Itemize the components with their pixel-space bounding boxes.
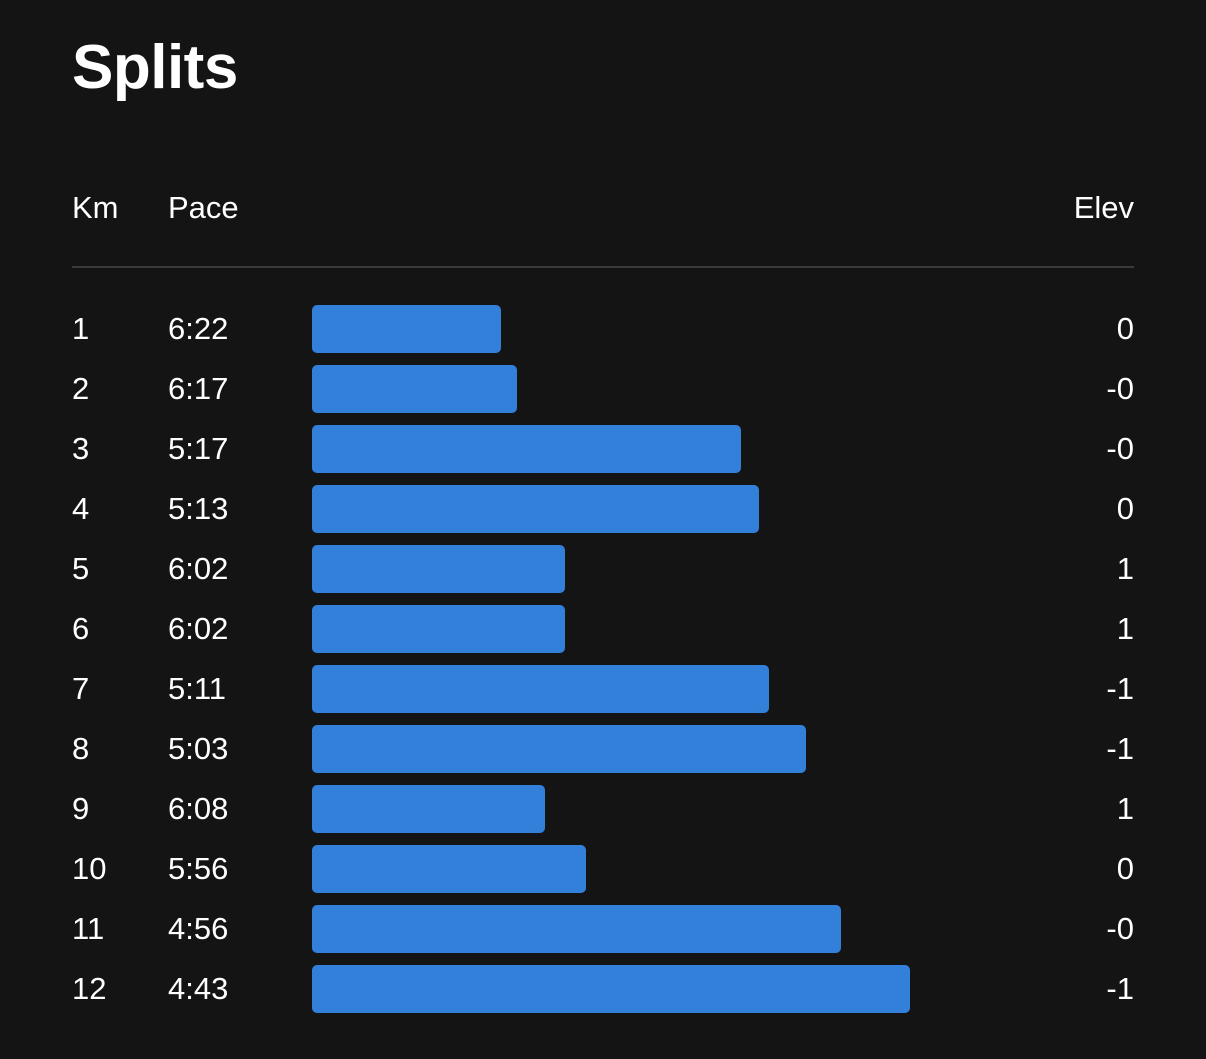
split-km-label: 12	[72, 971, 107, 1006]
split-elev-label: 1	[1116, 551, 1134, 586]
split-elev-label: -0	[1106, 431, 1134, 466]
split-km-label: 10	[72, 851, 107, 886]
split-row: 3 5:17 -0	[0, 419, 1206, 479]
split-elev-label: 0	[1116, 311, 1134, 346]
split-km-label: 11	[72, 911, 105, 946]
splits-header-row: Km Pace Elev	[0, 186, 1206, 230]
split-km-label: 8	[72, 731, 90, 766]
split-pace-label: 6:17	[168, 371, 229, 406]
split-pace-bar	[312, 665, 769, 713]
split-pace-bar	[312, 485, 759, 533]
split-km-label: 7	[72, 671, 90, 706]
elev-column-header: Elev	[1073, 190, 1134, 225]
split-row: 5 6:02 1	[0, 539, 1206, 599]
split-elev-label: 1	[1116, 611, 1134, 646]
split-row: 7 5:11 -1	[0, 659, 1206, 719]
split-elev-label: 0	[1116, 491, 1134, 526]
split-pace-bar	[312, 305, 501, 353]
split-row: 9 6:08 1	[0, 779, 1206, 839]
split-row: 2 6:17 -0	[0, 359, 1206, 419]
split-row: 12 4:43 -1	[0, 959, 1206, 1019]
split-pace-label: 5:03	[168, 731, 229, 766]
split-km-label: 9	[72, 791, 90, 826]
split-elev-label: 1	[1116, 791, 1134, 826]
split-pace-bar	[312, 965, 910, 1013]
split-km-label: 2	[72, 371, 90, 406]
split-pace-label: 5:11	[168, 671, 227, 706]
splits-list: 1 6:22 0 2 6:17 -0 3 5:17 -0 4 5:13 0 5 6:02 1 6 6:02 1 7 5…	[0, 299, 1206, 1019]
split-pace-label: 6:02	[168, 611, 229, 646]
split-pace-label: 6:08	[168, 791, 229, 826]
split-elev-label: -0	[1106, 911, 1134, 946]
split-pace-bar	[312, 425, 742, 473]
split-pace-label: 4:43	[168, 971, 229, 1006]
page-title: Splits	[72, 33, 238, 102]
split-row: 8 5:03 -1	[0, 719, 1206, 779]
split-km-label: 3	[72, 431, 90, 466]
split-elev-label: 0	[1116, 851, 1134, 886]
split-row: 6 6:02 1	[0, 599, 1206, 659]
split-elev-label: -1	[1106, 671, 1134, 706]
km-column-header: Km	[72, 190, 119, 225]
split-pace-label: 6:22	[168, 311, 229, 346]
split-pace-bar	[312, 785, 546, 833]
split-pace-label: 4:56	[168, 911, 229, 946]
split-km-label: 4	[72, 491, 90, 526]
split-pace-bar	[312, 845, 587, 893]
split-pace-label: 5:56	[168, 851, 229, 886]
split-pace-label: 6:02	[168, 551, 229, 586]
split-pace-bar	[312, 545, 566, 593]
split-row: 10 5:56 0	[0, 839, 1206, 899]
header-divider	[72, 266, 1134, 268]
split-elev-label: -1	[1106, 731, 1134, 766]
split-elev-label: -1	[1106, 971, 1134, 1006]
split-pace-bar	[312, 725, 806, 773]
split-row: 1 6:22 0	[0, 299, 1206, 359]
split-pace-bar	[312, 605, 566, 653]
split-pace-label: 5:17	[168, 431, 229, 466]
split-km-label: 6	[72, 611, 90, 646]
split-pace-label: 5:13	[168, 491, 229, 526]
split-row: 4 5:13 0	[0, 479, 1206, 539]
split-pace-bar	[312, 905, 841, 953]
split-km-label: 1	[72, 311, 90, 346]
split-km-label: 5	[72, 551, 90, 586]
split-row: 11 4:56 -0	[0, 899, 1206, 959]
split-elev-label: -0	[1106, 371, 1134, 406]
split-pace-bar	[312, 365, 517, 413]
pace-column-header: Pace	[168, 190, 239, 225]
